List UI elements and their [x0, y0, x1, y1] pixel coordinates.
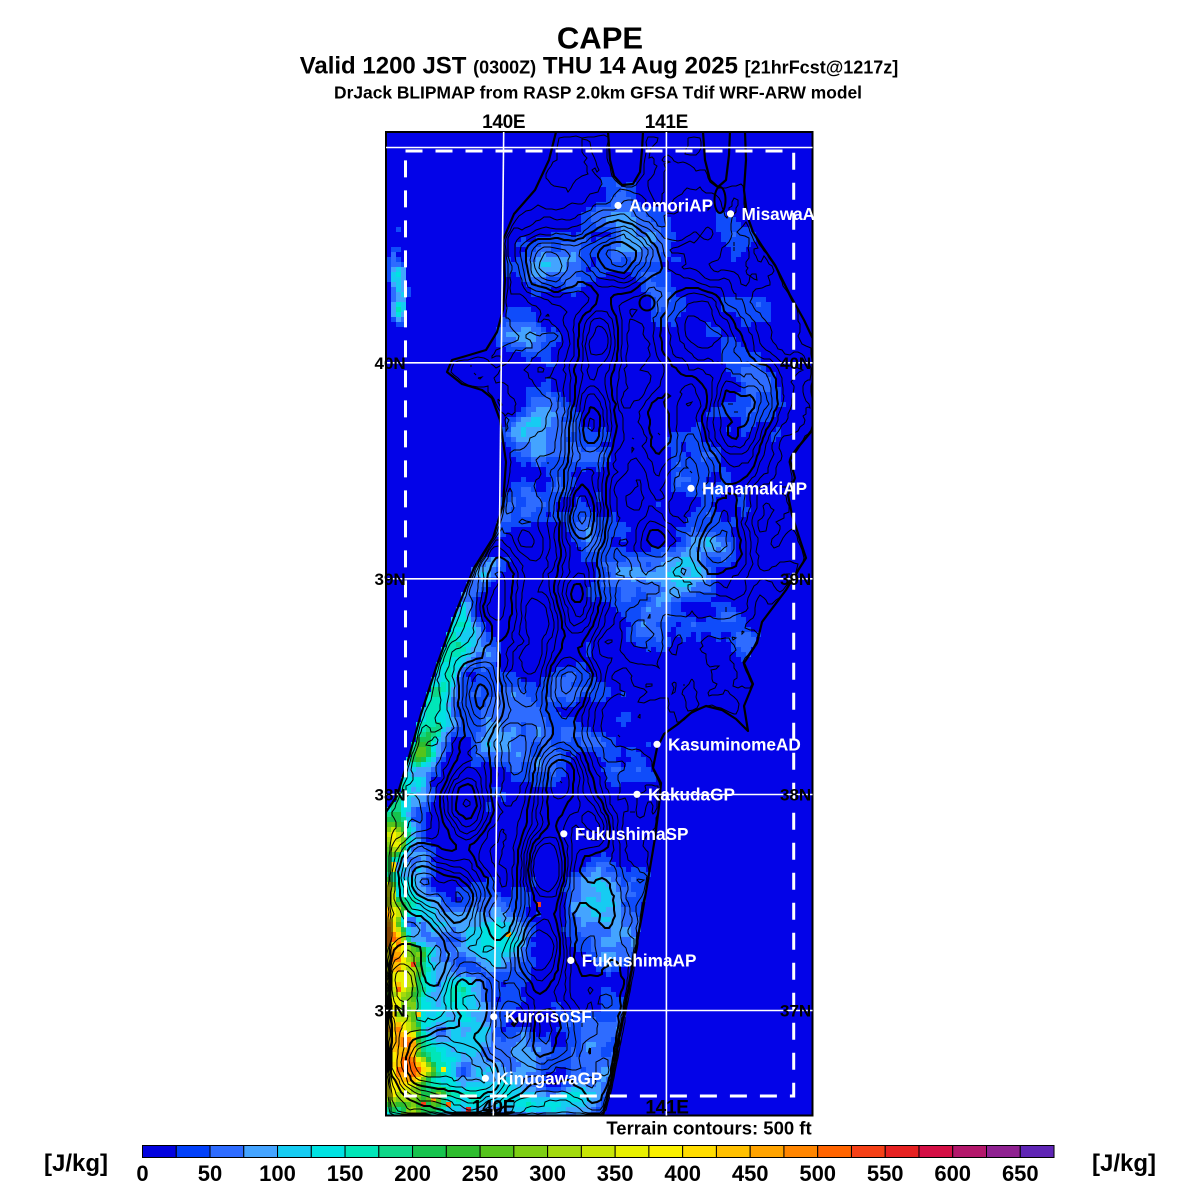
svg-text:650: 650: [1002, 1161, 1039, 1186]
svg-text:37N: 37N: [375, 1002, 406, 1021]
svg-text:MisawaAD: MisawaAD: [742, 204, 828, 224]
svg-text:0: 0: [136, 1161, 148, 1186]
svg-text:[J/kg]: [J/kg]: [44, 1150, 108, 1177]
svg-text:500: 500: [799, 1161, 836, 1186]
svg-text:50: 50: [198, 1161, 222, 1186]
svg-text:Terrain contours: 500 ft: Terrain contours: 500 ft: [606, 1118, 811, 1139]
svg-text:39N: 39N: [375, 570, 406, 589]
svg-text:550: 550: [867, 1161, 904, 1186]
svg-text:40N: 40N: [780, 354, 811, 373]
svg-text:KinugawaGP: KinugawaGP: [496, 1068, 602, 1088]
svg-text:450: 450: [732, 1161, 769, 1186]
svg-text:37N: 37N: [780, 1002, 811, 1021]
svg-text:140E: 140E: [472, 1098, 515, 1119]
svg-text:KuroisoSF: KuroisoSF: [505, 1007, 592, 1027]
svg-text:38N: 38N: [780, 786, 811, 805]
svg-text:200: 200: [394, 1161, 431, 1186]
svg-text:FukushimaSP: FukushimaSP: [575, 824, 689, 844]
svg-text:140E: 140E: [482, 112, 525, 133]
svg-text:Valid 1200 JST (0300Z) THU 14: Valid 1200 JST (0300Z) THU 14 Aug 2025 […: [300, 53, 899, 80]
svg-text:[J/kg]: [J/kg]: [1092, 1150, 1156, 1177]
svg-text:141E: 141E: [645, 1098, 688, 1119]
svg-text:350: 350: [597, 1161, 634, 1186]
svg-text:300: 300: [529, 1161, 566, 1186]
svg-text:600: 600: [934, 1161, 971, 1186]
svg-text:HanamakiAP: HanamakiAP: [702, 478, 807, 498]
svg-text:CAPE: CAPE: [557, 21, 643, 56]
svg-text:400: 400: [664, 1161, 701, 1186]
svg-text:38N: 38N: [375, 786, 406, 805]
svg-text:150: 150: [327, 1161, 364, 1186]
svg-text:KakudaGP: KakudaGP: [648, 784, 735, 804]
svg-text:40N: 40N: [375, 354, 406, 373]
svg-text:KasuminomeAD: KasuminomeAD: [668, 734, 801, 754]
svg-text:FukushimaAP: FukushimaAP: [582, 950, 697, 970]
svg-text:39N: 39N: [780, 570, 811, 589]
svg-text:250: 250: [462, 1161, 499, 1186]
svg-text:141E: 141E: [645, 112, 688, 133]
svg-text:DrJack BLIPMAP from RASP 2.0km: DrJack BLIPMAP from RASP 2.0km GFSA Tdif…: [334, 83, 862, 103]
svg-text:AomoriAP: AomoriAP: [629, 196, 713, 216]
svg-text:100: 100: [259, 1161, 296, 1186]
